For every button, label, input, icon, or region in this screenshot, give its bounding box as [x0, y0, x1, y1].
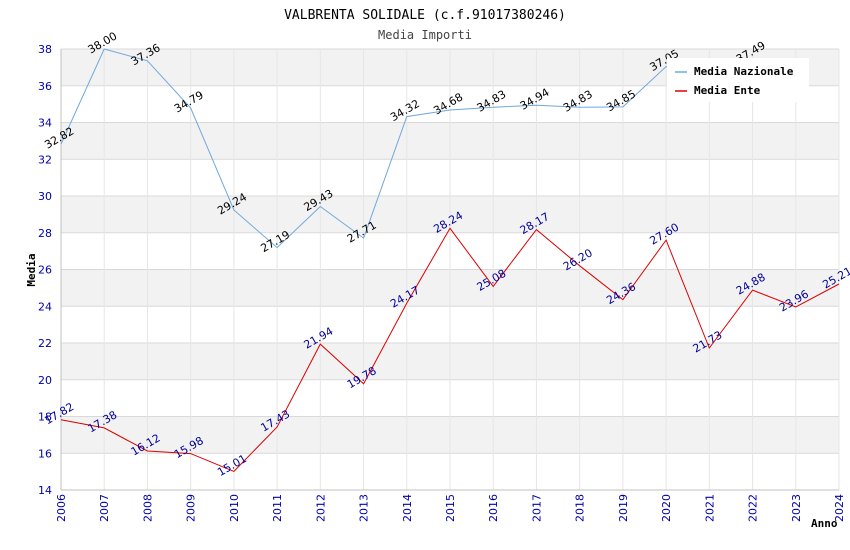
x-tick-label: 2019: [617, 494, 630, 522]
legend: Media Nazionale Media Ente: [667, 58, 809, 102]
x-tick-label: 2015: [444, 494, 457, 522]
x-tick-label: 2020: [660, 494, 673, 522]
y-tick-label: 14: [38, 484, 52, 497]
x-tick-label: 2009: [185, 494, 198, 522]
y-tick-label: 20: [38, 374, 52, 387]
y-tick-labels: 14 16 18 20 22 24 26 28 30 32 34 36 38: [38, 43, 52, 497]
x-tick-label: 2011: [271, 494, 284, 522]
y-tick-label: 36: [38, 80, 52, 93]
y-axis-label: Media: [25, 253, 38, 286]
chart-title: VALBRENTA SOLIDALE (c.f.91017380246): [284, 8, 566, 23]
axes: [60, 49, 839, 491]
y-tick-label: 38: [38, 43, 52, 56]
series-lines: [60, 48, 840, 472]
series-line-media-nazionale: [60, 48, 753, 249]
series-line-media-ente: [60, 227, 840, 472]
x-tick-label: 2008: [141, 494, 154, 522]
x-tick-label: 2014: [401, 494, 414, 522]
y-tick-label: 16: [38, 447, 52, 460]
y-tick-label: 32: [38, 153, 52, 166]
y-tick-label: 34: [38, 117, 52, 130]
y-tick-label: 30: [38, 190, 52, 203]
x-tick-label: 2007: [98, 494, 111, 522]
x-tick-label: 2021: [703, 494, 716, 522]
x-tick-label: 2016: [487, 494, 500, 522]
x-tick-label: 2017: [530, 494, 543, 522]
x-tick-label: 2010: [228, 494, 241, 522]
x-axis-label: Anno: [811, 517, 838, 530]
x-tick-label: 2018: [574, 494, 587, 522]
x-tick-label: 2012: [314, 494, 327, 522]
y-tick-label: 22: [38, 337, 52, 350]
y-tick-label: 26: [38, 264, 52, 277]
y-tick-label: 28: [38, 227, 52, 240]
x-tick-labels: 2006 2007 2008 2009 2010 2011 2012 2013 2014 2015…: [55, 494, 846, 522]
y-tick-label: 18: [38, 411, 52, 424]
x-tick-label: 2024: [833, 494, 846, 522]
y-tick-label: 24: [38, 300, 52, 313]
legend-label-media-ente: Media Ente: [694, 84, 761, 97]
x-tick-label: 2013: [358, 494, 371, 522]
legend-box: [667, 58, 809, 102]
x-tick-label: 2023: [790, 494, 803, 522]
x-tick-label: 2006: [55, 494, 68, 522]
legend-label-media-nazionale: Media Nazionale: [694, 65, 794, 78]
x-tick-label: 2022: [747, 494, 760, 522]
chart-subtitle: Media Importi: [378, 28, 472, 42]
